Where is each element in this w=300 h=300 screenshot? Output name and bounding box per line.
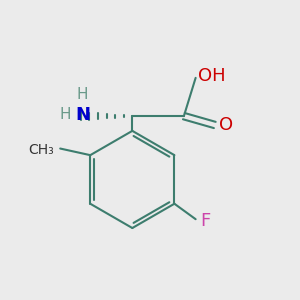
Text: CH₃: CH₃: [28, 143, 54, 157]
Text: N: N: [76, 106, 91, 124]
Text: OH: OH: [198, 68, 226, 85]
Text: H: H: [60, 107, 71, 122]
Text: F: F: [200, 212, 210, 230]
Text: O: O: [219, 116, 233, 134]
Text: H: H: [76, 87, 88, 102]
